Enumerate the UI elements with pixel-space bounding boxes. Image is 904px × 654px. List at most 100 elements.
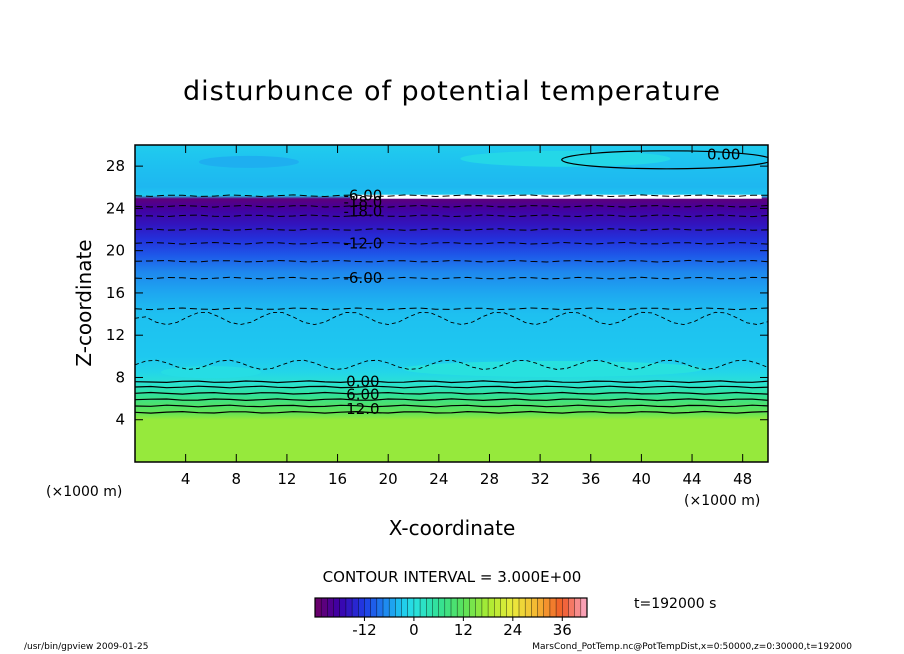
colorbar-band-41 [568,598,575,617]
y-axis-ticks: 4 8 12 16 20 24 28 [106,157,768,429]
x-tick-label-12: 12 [277,470,296,488]
x-tick-label-4: 4 [181,470,191,488]
warm-patch-top [460,150,671,167]
y-tick-label-12: 12 [106,326,125,344]
colorbar-band-7 [358,598,365,617]
colorbar-band-43 [580,598,588,617]
contour-line-9 [135,398,768,402]
contour-line--12 [135,241,768,245]
plot-area: 0.00-6.00-18.0-18.0-12.0-6.000.006.0012.… [134,144,769,463]
contour-line-15 [135,410,768,414]
contour-irregular-0 [135,359,768,370]
y-tick-label-4: 4 [115,411,125,429]
x-tick-label-8: 8 [232,470,242,488]
contour-label-8: 12.0 [346,400,379,418]
colorbar-band-37 [543,598,551,617]
x-unit-label-right: (×1000 m) [684,493,761,509]
colorbar-band-16 [413,598,421,617]
colorbar-band-10 [376,598,384,617]
y-tick-label-28: 28 [106,157,125,175]
contour-label-5: -6.00 [343,269,382,287]
colorbar-band-14 [401,598,409,617]
colorbar-band-12 [389,598,396,617]
colorbar-band-29 [494,598,501,617]
contour-line--15 [135,228,768,231]
x-tick-label-28: 28 [480,470,499,488]
colorbar-frame [314,597,588,618]
warm-patch-low [402,361,703,378]
colorbar-band-2 [327,598,334,617]
colorbar-band-36 [537,598,545,617]
colorbar-band-1 [321,598,328,617]
colorbar-band-30 [500,598,507,617]
contour-label-0: 0.00 [707,146,740,164]
contour-line--9 [135,259,768,263]
colorbar: -12 0 12 24 36 [314,597,588,639]
colorbar-band-21 [444,598,452,617]
footer-program-date: /usr/bin/gpview 2009-01-25 [24,642,149,652]
contour-line-6 [135,391,768,395]
x-tick-label-44: 44 [682,470,701,488]
contour-interval-label: CONTOUR INTERVAL = 3.000E+00 [322,568,582,586]
contour-label-6: 0.00 [346,373,379,391]
colorbar-tick-label-0: 0 [409,621,419,639]
colorbar-band-0 [315,598,322,617]
colorbar-band-31 [506,598,514,617]
colorbar-band-15 [407,598,415,617]
x-tick-label-48: 48 [733,470,752,488]
y-tick-label-24: 24 [106,199,125,217]
colorbar-band-35 [531,598,538,617]
colorbar-band-25 [469,598,477,617]
cool-patch-top [198,155,299,168]
colorbar-tick-label--12: -12 [352,621,377,639]
contour-label-2: -18.0 [343,193,382,211]
colorbar-band-5 [345,598,353,617]
colorbar-tick-label-24: 24 [503,621,522,639]
contour-irregular-1 [135,311,768,326]
contour-line-0 [135,380,768,384]
colorbar-band-20 [438,598,446,617]
contour-label-1: -6.00 [343,187,382,205]
footer-data-source: MarsCond_PotTemp.nc@PotTempDist,x=0:5000… [532,642,852,652]
colorbar-band-9 [370,598,378,617]
contour-line--6 [135,276,768,280]
x-unit-label-left: (×1000 m) [46,484,123,500]
colorbar-band-40 [562,598,569,617]
time-label: t=192000 s [634,596,717,612]
contour-label-7: 6.00 [346,385,379,403]
y-tick-label-16: 16 [106,284,125,302]
x-tick-label-40: 40 [632,470,651,488]
contour-labels: 0.00-6.00-18.0-18.0-12.0-6.000.006.0012.… [343,146,740,419]
x-tick-label-24: 24 [429,470,448,488]
contour-closed-zero [561,150,768,170]
colorbar-band-38 [549,598,557,617]
colorbar-band-19 [432,598,439,617]
colorbar-band-39 [556,598,563,617]
contour-lines [135,150,768,414]
contour-line--6 [135,194,768,198]
contour-line--3 [135,307,768,311]
temperature-field [135,145,768,462]
contour-label-3: -18.0 [343,203,382,221]
x-tick-label-36: 36 [581,470,600,488]
colorbar-band-6 [352,598,359,617]
colorbar-band-23 [457,598,464,617]
contour-line--21 [135,204,768,208]
colorbar-band-28 [488,598,495,617]
x-axis-label: X-coordinate [388,516,516,540]
colorbar-band-22 [451,598,458,617]
colorbar-band-33 [519,598,526,617]
colorbar-band-42 [574,598,582,617]
colorbar-band-18 [426,598,433,617]
x-tick-label-16: 16 [328,470,347,488]
contour-line-3 [135,385,768,389]
contour-label-4: -12.0 [343,234,382,252]
colorbar-band-32 [512,598,520,617]
chart-title: disturbunce of potential temperature [183,76,721,107]
colorbar-band-17 [420,598,427,617]
x-axis-ticks: 4 8 12 16 20 24 28 32 36 40 44 48 [181,145,752,488]
colorbar-band-27 [481,598,489,617]
colorbar-band-3 [333,598,341,617]
x-tick-label-32: 32 [531,470,550,488]
